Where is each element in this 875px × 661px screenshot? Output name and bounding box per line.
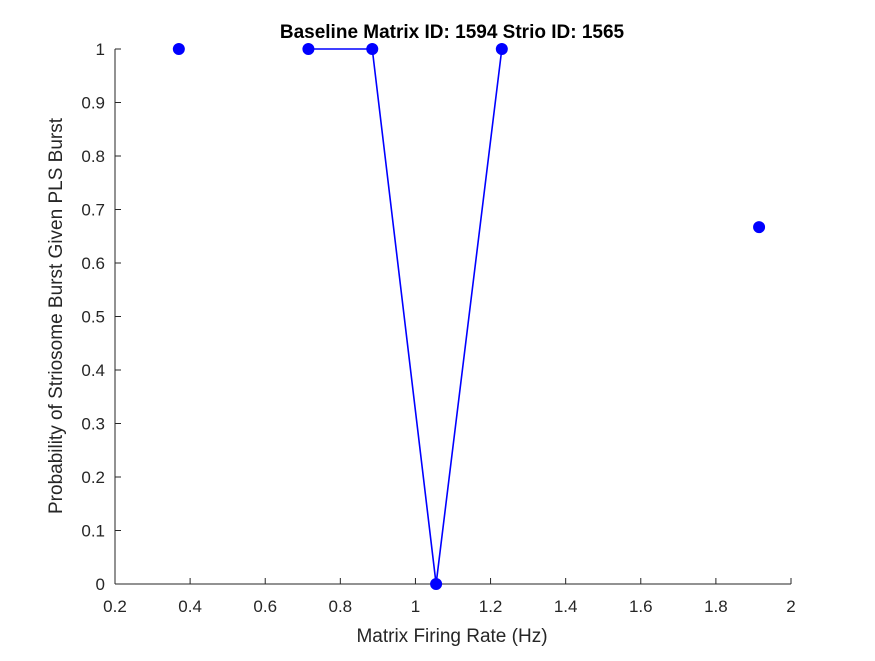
data-point — [172, 43, 185, 55]
y-tick-label: 0.3 — [81, 415, 105, 434]
series-layer — [172, 43, 766, 590]
x-tick-label: 0.8 — [329, 597, 353, 616]
y-tick-label: 0.2 — [81, 468, 105, 487]
x-tick-label: 1.4 — [554, 597, 578, 616]
x-tick-label: 2 — [786, 597, 795, 616]
y-tick-label: 0 — [96, 575, 105, 594]
x-tick-label: 1.8 — [704, 597, 728, 616]
x-tick-label: 0.2 — [103, 597, 127, 616]
y-tick-label: 0.7 — [81, 201, 105, 220]
x-tick-label: 1.2 — [479, 597, 503, 616]
y-tick-label: 0.1 — [81, 522, 105, 541]
data-point — [753, 221, 766, 234]
data-point — [430, 578, 443, 590]
y-tick-label: 0.6 — [81, 254, 105, 273]
y-tick-label: 0.9 — [81, 94, 105, 113]
data-point — [495, 43, 508, 55]
data-point — [366, 43, 379, 55]
x-axis-label: Matrix Firing Rate (Hz) — [356, 626, 547, 647]
data-point — [302, 43, 315, 55]
y-tick-label: 0.8 — [81, 147, 105, 166]
y-axis-label: Probability of Striosome Burst Given PLS… — [46, 117, 67, 514]
chart-title: Baseline Matrix ID: 1594 Strio ID: 1565 — [280, 22, 625, 43]
x-tick-label: 1 — [411, 597, 420, 616]
y-tick-label: 0.4 — [81, 361, 105, 380]
x-tick-label: 0.6 — [253, 597, 277, 616]
x-tick-label: 0.4 — [178, 597, 202, 616]
axes: 0.2 0.4 0.6 0.8 1 1.2 1.4 1.6 1.8 2 0 0.1 0.2 0.3 0.4 0… — [81, 40, 795, 616]
y-tick-label: 0.5 — [81, 308, 105, 327]
series-line — [308, 48, 503, 585]
x-tick-label: 1.6 — [629, 597, 653, 616]
y-tick-label: 1 — [96, 40, 105, 59]
